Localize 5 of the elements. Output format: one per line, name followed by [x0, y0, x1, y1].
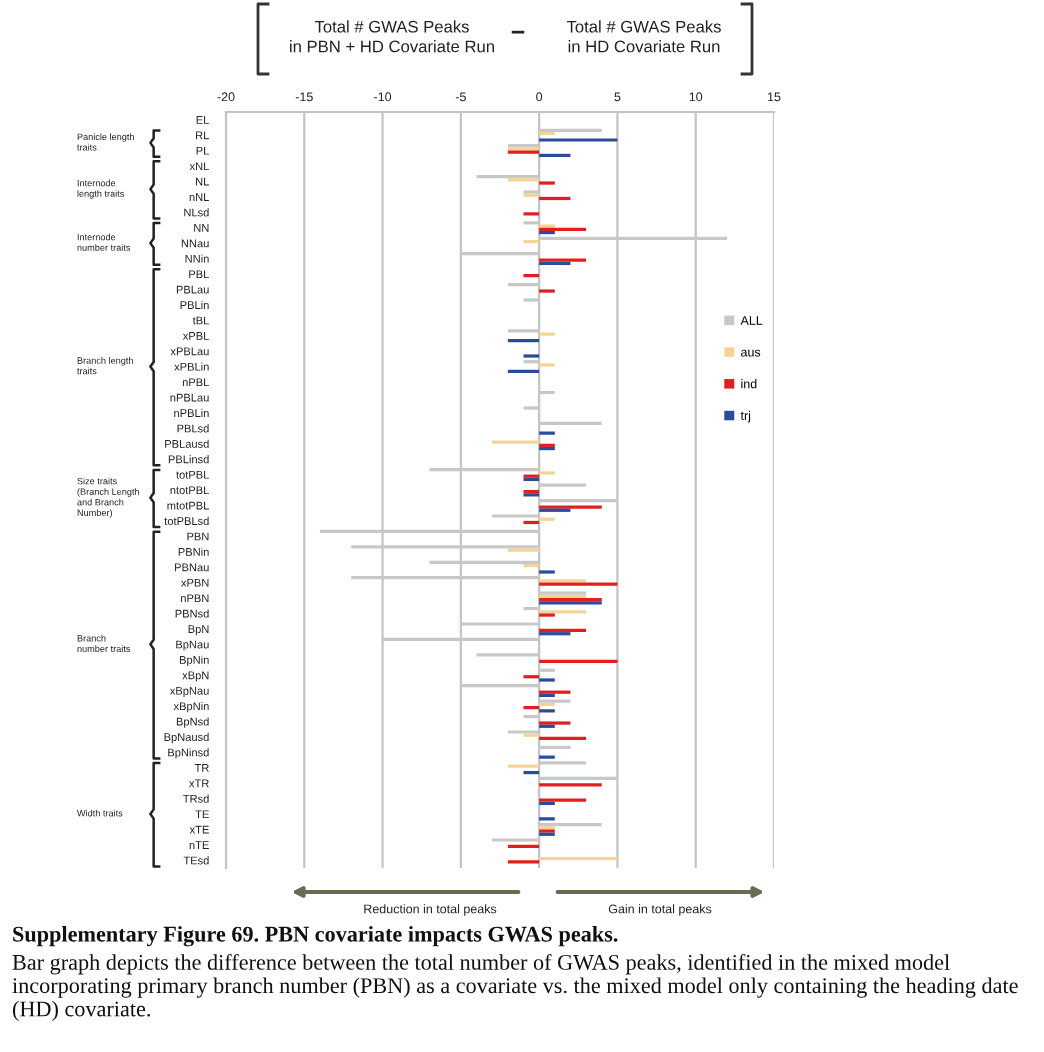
text: Supplementary Figure 69. PBN covariate impacts GWAS peaks.: [13, 926, 618, 947]
text: Total # GWAS Peaks in PBN + HD Covariate Run: [290, 20, 494, 53]
text: Bar graph depicts the difference between the total number of GWAS peaks, identified in the mixed model incorporating primary branch number (PBN) as a covariate vs. the mixed model only containing the heading date (HD) covariate.: [12, 954, 1018, 1021]
text: Total # GWAS Peaks in HD Covariate Run: [566, 20, 721, 53]
text: −: [511, 30, 525, 34]
